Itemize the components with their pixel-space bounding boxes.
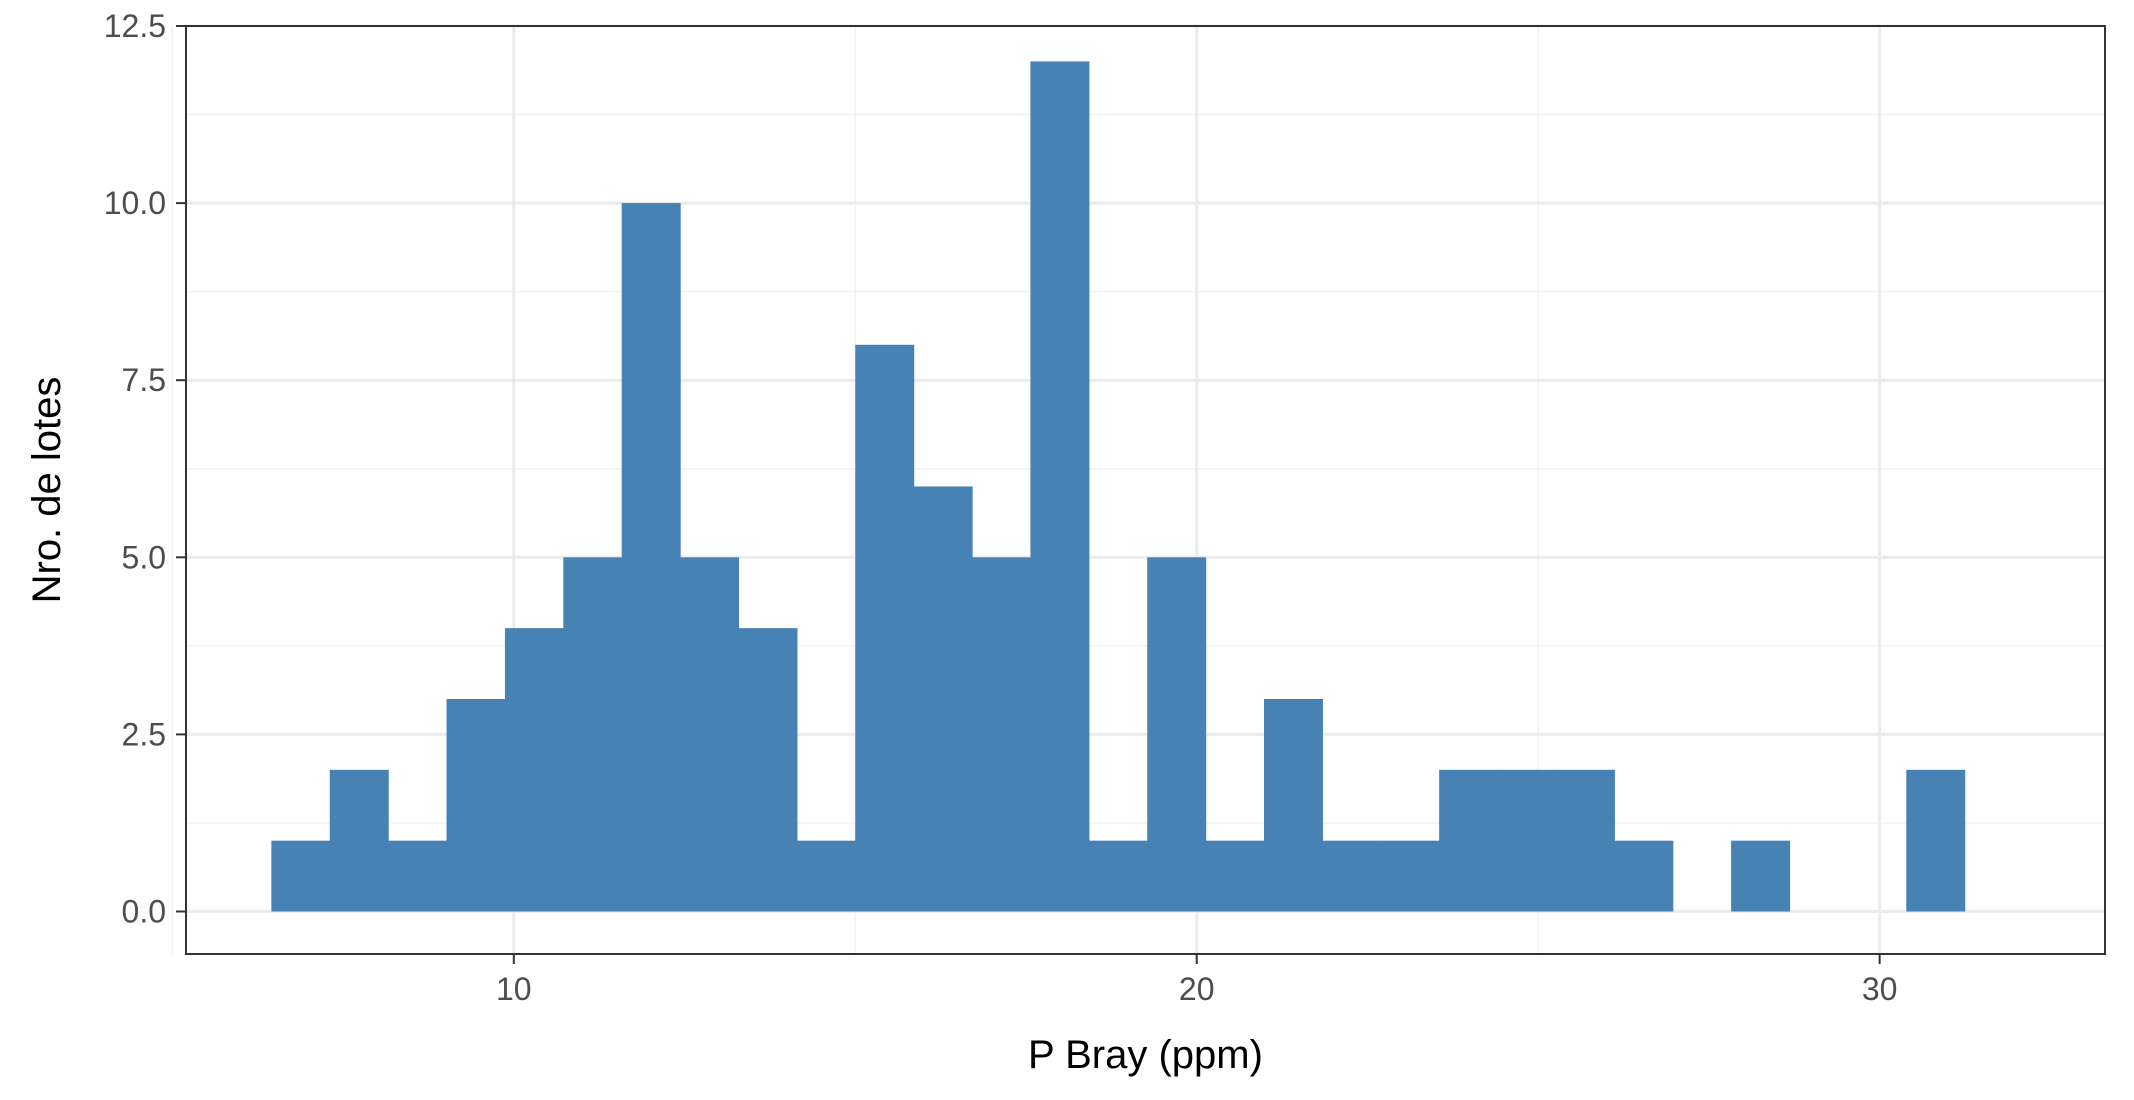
histogram-bar xyxy=(446,698,506,912)
histogram-bar xyxy=(271,840,331,912)
y-tick-label: 0.0 xyxy=(122,893,166,929)
histogram-bar xyxy=(1731,840,1791,912)
panel-border xyxy=(185,25,2106,955)
histogram-bars xyxy=(271,61,1966,912)
histogram-bar xyxy=(1147,557,1207,912)
y-axis-tick-labels: 0.0 2.5 5.0 7.5 10.0 12.5 xyxy=(104,8,166,929)
histogram-bar xyxy=(329,769,389,912)
axis-ticks xyxy=(176,25,1881,964)
y-tick-label: 2.5 xyxy=(122,716,166,752)
histogram-bar xyxy=(563,557,623,912)
histogram-bar xyxy=(796,840,856,912)
histogram-bar xyxy=(1906,769,1966,912)
x-axis-title: P Bray (ppm) xyxy=(1028,1033,1263,1077)
histogram-bar xyxy=(738,628,798,912)
x-axis-tick-labels: 10 20 30 xyxy=(496,971,1897,1007)
y-tick-label: 12.5 xyxy=(104,8,166,44)
histogram-bar xyxy=(1497,769,1557,912)
histogram-bar xyxy=(972,557,1032,912)
histogram-bar xyxy=(1205,840,1265,912)
histogram-bar xyxy=(1322,840,1382,912)
histogram-bar xyxy=(1263,698,1323,912)
histogram-bar xyxy=(855,344,915,912)
histogram-bar xyxy=(1030,61,1090,912)
histogram-bar xyxy=(1439,769,1499,912)
y-tick-label: 5.0 xyxy=(122,539,166,575)
y-axis-title: Nro. de lotes xyxy=(25,377,69,604)
histogram-bar xyxy=(504,628,564,912)
x-tick-label: 20 xyxy=(1179,971,1215,1007)
histogram-bar xyxy=(621,203,681,912)
histogram-bar xyxy=(1614,840,1674,912)
x-tick-label: 10 xyxy=(496,971,532,1007)
histogram-bar xyxy=(1555,769,1615,912)
x-tick-label: 30 xyxy=(1862,971,1898,1007)
histogram-bar xyxy=(388,840,448,912)
y-tick-label: 7.5 xyxy=(122,362,166,398)
histogram-bar xyxy=(1380,840,1440,912)
histogram-bar xyxy=(1088,840,1148,912)
histogram-bar xyxy=(680,557,740,912)
histogram-bar xyxy=(913,486,973,912)
y-tick-label: 10.0 xyxy=(104,185,166,221)
